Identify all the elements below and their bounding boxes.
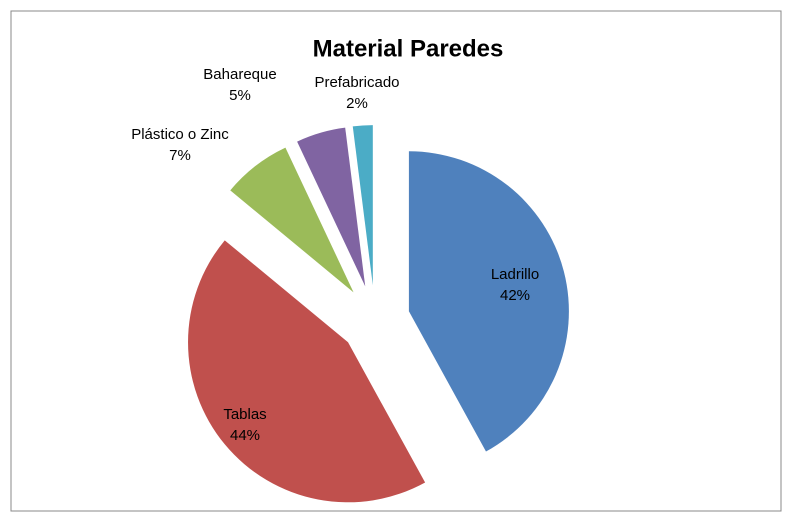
- pie-slice: [230, 147, 354, 293]
- slice-value-label: 5%: [229, 87, 251, 104]
- slice-label: Prefabricado: [314, 74, 399, 91]
- slice-label: Plástico o Zinc: [131, 126, 229, 143]
- pie-slice: [188, 240, 426, 503]
- slice-label: Ladrillo: [491, 266, 539, 283]
- pie-slice: [352, 125, 373, 286]
- pie-slice: [297, 127, 366, 287]
- slice-value-label: 2%: [346, 95, 368, 112]
- slice-value-label: 7%: [169, 147, 191, 164]
- slice-label: Bahareque: [203, 66, 276, 83]
- slice-label: Tablas: [223, 406, 266, 423]
- chart-border: [10, 10, 782, 512]
- slice-value-label: 44%: [230, 427, 260, 444]
- slice-value-label: 42%: [500, 287, 530, 304]
- chart-title: Material Paredes: [313, 35, 504, 62]
- pie-slice: [408, 151, 569, 452]
